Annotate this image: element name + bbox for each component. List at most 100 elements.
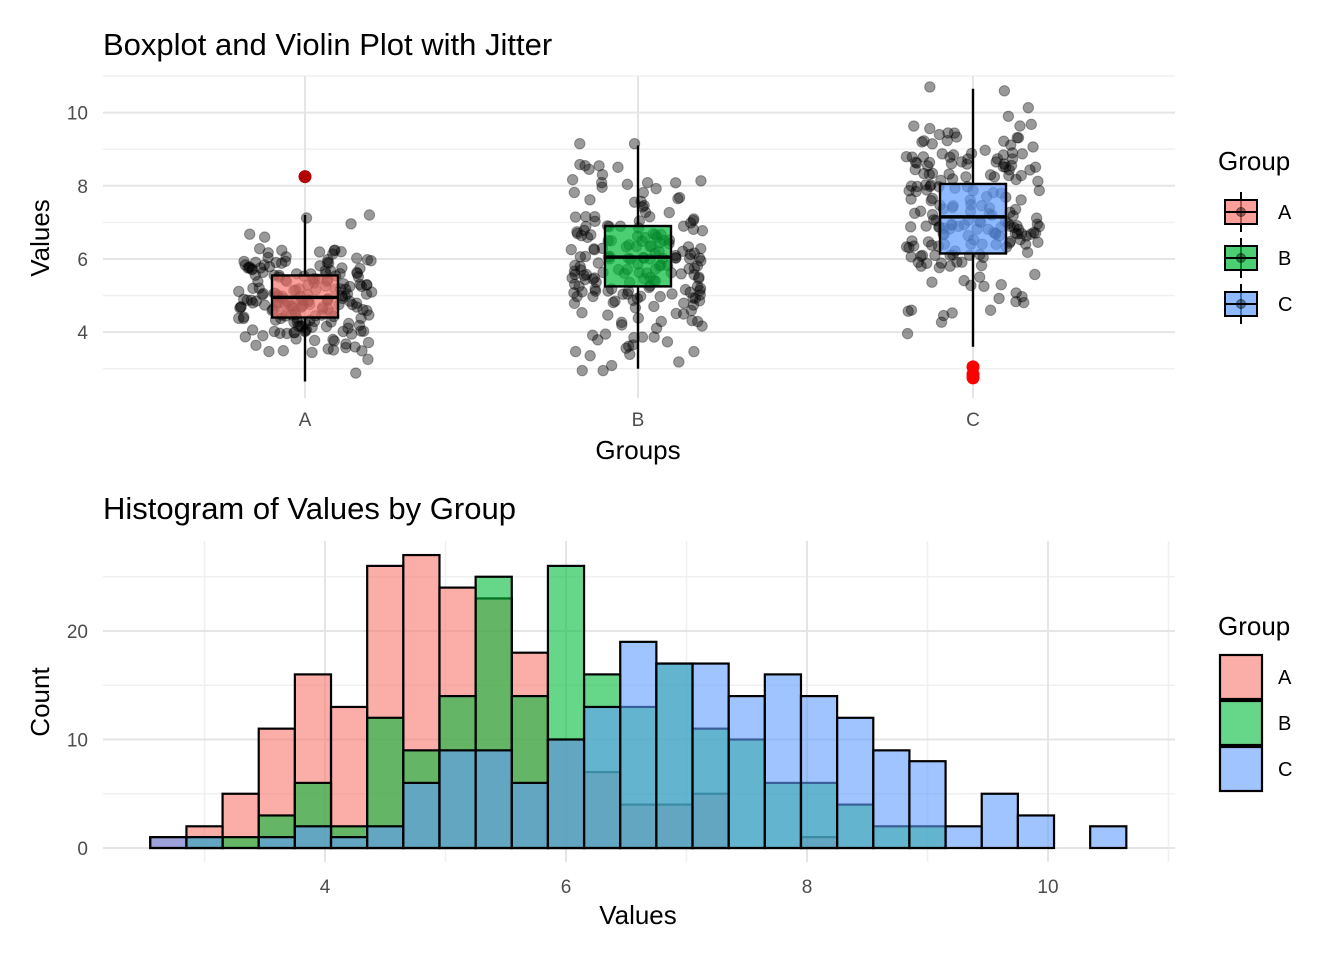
- jitter-point: [589, 283, 601, 295]
- boxplot-y-tick-label: 8: [77, 177, 88, 198]
- jitter-point: [243, 261, 256, 273]
- histogram-legend-title: Group: [1218, 611, 1290, 641]
- jitter-point: [691, 315, 704, 328]
- jitter-point: [327, 344, 340, 356]
- jitter-point: [571, 227, 584, 240]
- jitter-point: [571, 290, 583, 303]
- jitter-point: [947, 149, 960, 161]
- jitter-point: [568, 278, 581, 291]
- jitter-point: [593, 160, 605, 172]
- histogram-bar: [655, 662, 694, 850]
- jitter-point: [663, 206, 675, 219]
- jitter-point: [568, 186, 581, 199]
- jitter-point: [584, 194, 596, 206]
- histogram-tick-labels: 0 10 20 4 6 8 10: [67, 622, 1059, 898]
- jitter-point: [258, 299, 271, 311]
- jitter-point: [587, 290, 599, 303]
- jitter-point: [926, 192, 939, 205]
- histogram-y-tick-label: 20: [67, 622, 88, 643]
- jitter-point: [292, 320, 305, 333]
- boxplot-y-tick-label: 4: [77, 323, 88, 344]
- jitter-point: [1024, 164, 1036, 176]
- jitter-point: [322, 257, 335, 269]
- jitter-point: [262, 251, 274, 264]
- jitter-point: [915, 250, 927, 262]
- jitter-point: [576, 286, 588, 298]
- jitter-point: [914, 205, 927, 217]
- jitter-point: [360, 288, 373, 300]
- boxplot-y-axis-title: Values: [25, 199, 55, 277]
- jitter-point: [328, 335, 340, 347]
- histogram-bar: [763, 673, 803, 850]
- jitter-point: [569, 259, 581, 272]
- jitter-point: [354, 278, 366, 291]
- histogram-bar: [402, 781, 441, 850]
- jitter-point: [569, 345, 582, 358]
- jitter-point: [1011, 132, 1023, 144]
- jitter-point: [1016, 290, 1028, 303]
- jitter-point: [683, 263, 695, 275]
- jitter-point: [242, 262, 254, 274]
- jitter-point: [257, 329, 269, 342]
- jitter-point: [684, 286, 696, 298]
- jitter-point: [670, 307, 682, 320]
- jitter-point: [937, 309, 950, 322]
- histogram-y-tick-label: 0: [77, 839, 88, 860]
- jitter-point: [339, 290, 351, 302]
- jitter-point: [592, 334, 604, 346]
- jitter-point: [909, 156, 922, 168]
- jitter-point: [627, 339, 639, 351]
- boxplot-tick-labels: 4 6 8 10 A B C: [67, 104, 980, 431]
- jitter-point: [576, 364, 588, 377]
- jitter-point: [321, 256, 334, 269]
- jitter-point: [1030, 212, 1043, 224]
- jitter-point: [566, 174, 579, 186]
- jitter-point: [1033, 220, 1046, 233]
- jitter-point: [571, 226, 583, 238]
- jitter-point: [621, 288, 634, 300]
- jitter-point: [906, 151, 918, 163]
- jitter-point: [933, 261, 946, 274]
- jitter-point: [568, 287, 580, 299]
- jitter-point: [238, 293, 250, 306]
- jitter-point: [250, 339, 262, 351]
- jitter-point: [984, 169, 997, 181]
- jitter-point: [344, 280, 356, 293]
- jitter-point: [327, 248, 339, 260]
- jitter-point: [655, 315, 667, 328]
- jitter-point: [696, 320, 708, 332]
- jitter-point: [924, 180, 936, 193]
- jitter-point: [688, 345, 700, 358]
- histogram-bar: [366, 825, 405, 850]
- jitter-point: [288, 326, 301, 339]
- legend-key-point: [1236, 299, 1246, 309]
- jitter-point: [329, 244, 341, 256]
- jitter-point: [250, 295, 262, 307]
- jitter-point: [568, 265, 581, 277]
- jitter-point: [597, 364, 609, 377]
- jitter-point: [254, 262, 267, 274]
- jitter-point: [320, 320, 333, 333]
- jitter-point: [1010, 287, 1022, 299]
- jitter-point: [341, 288, 354, 300]
- jitter-point: [688, 262, 701, 274]
- jitter-point: [233, 285, 245, 298]
- jitter-point: [276, 244, 288, 257]
- jitter-point: [365, 255, 377, 267]
- jitter-point: [238, 311, 250, 323]
- jitter-point: [581, 231, 594, 244]
- jitter-point: [256, 289, 268, 301]
- boxplot-title: Boxplot and Violin Plot with Jitter: [103, 27, 552, 62]
- jitter-point: [975, 259, 988, 272]
- jitter-point: [905, 304, 918, 316]
- jitter-point: [1005, 159, 1018, 172]
- jitter-point: [990, 156, 1002, 168]
- jitter-point: [650, 182, 662, 195]
- jitter-point: [675, 268, 687, 280]
- jitter-point: [948, 127, 961, 139]
- jitter-point: [1020, 230, 1032, 242]
- histogram-bar: [546, 738, 586, 850]
- jitter-point: [239, 331, 252, 343]
- legend-key-point: [1236, 207, 1246, 217]
- jitter-point: [917, 151, 930, 163]
